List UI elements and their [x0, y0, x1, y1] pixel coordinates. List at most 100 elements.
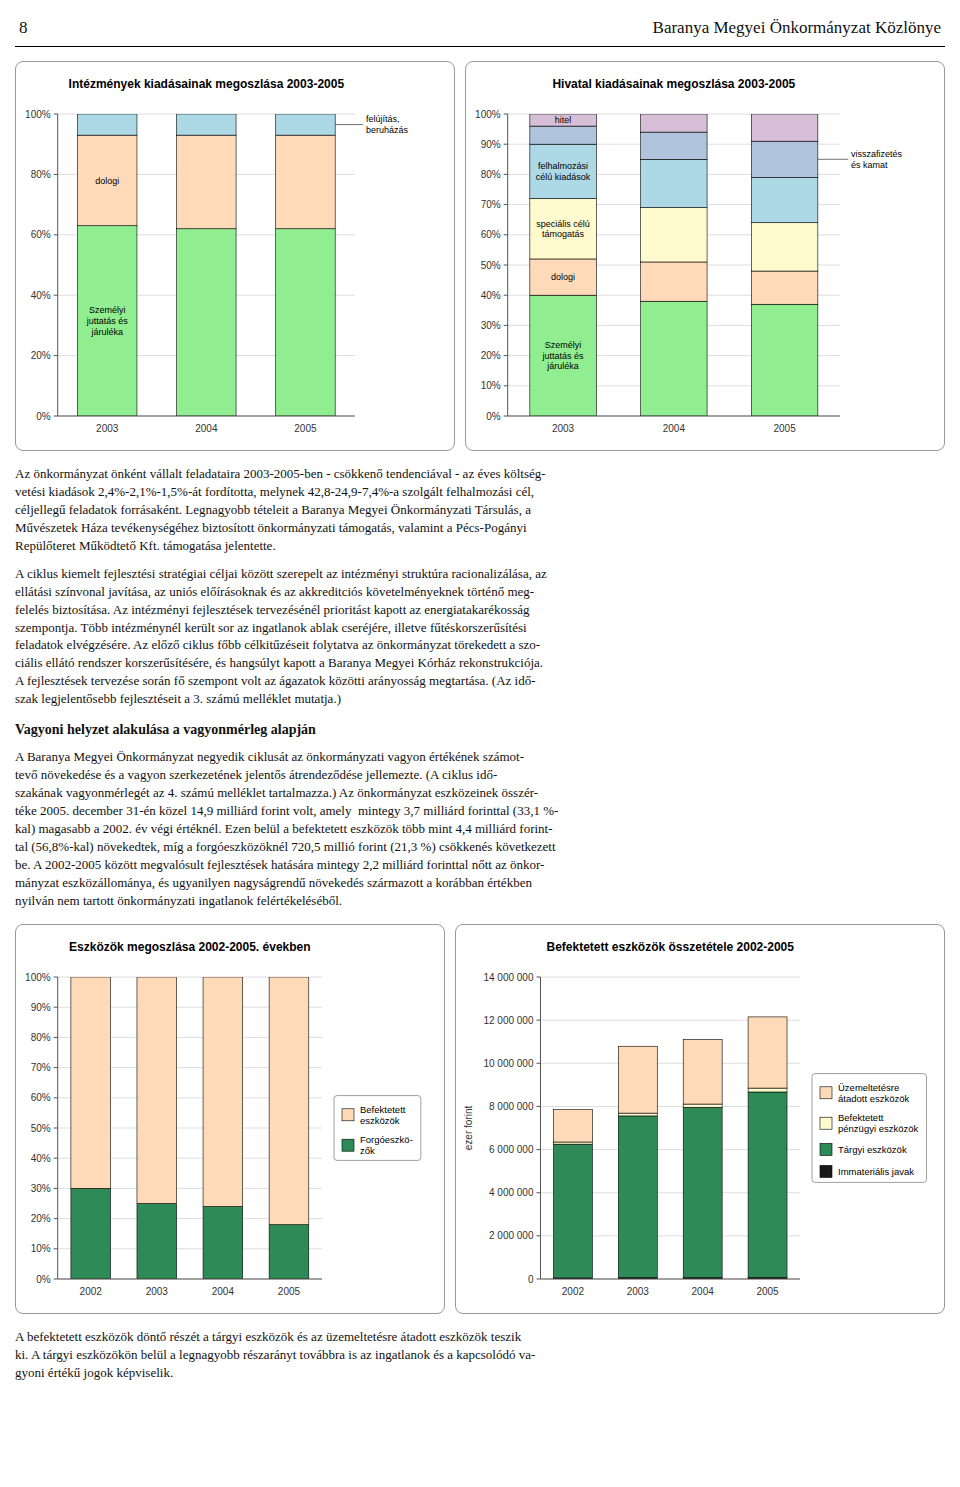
legend-label: Befektetetteszközök — [360, 1103, 406, 1125]
chart-title: Hivatal kiadásainak megoszlása 2003-2005 — [552, 77, 795, 91]
tick-mark — [54, 1248, 58, 1249]
tick-label: 40% — [481, 290, 501, 301]
legend-swatch — [342, 1139, 354, 1151]
section-title: Vagyoni helyzet alakulása a vagyonmérleg… — [15, 722, 945, 738]
paragraph: Az önkormányzat önként vállalt feladatai… — [15, 465, 945, 555]
tick-label: 80% — [31, 1032, 51, 1043]
bar — [177, 114, 236, 135]
tick-label: 40% — [31, 290, 51, 301]
legend-swatch — [820, 1165, 832, 1177]
bar — [553, 1144, 592, 1278]
y-axis — [540, 977, 541, 1279]
tick-label: 14 000 000 — [483, 971, 533, 982]
axis-label: ezer forint — [463, 1105, 474, 1150]
bar — [78, 226, 137, 416]
x-axis — [508, 416, 840, 417]
tick-mark — [54, 976, 58, 977]
category-label: 2003 — [552, 423, 575, 434]
chart-title: Intézmények kiadásainak megoszlása 2003-… — [69, 77, 345, 91]
bar — [618, 1046, 657, 1113]
category-label: 2003 — [96, 423, 119, 434]
tick-label: 50% — [481, 260, 501, 271]
grid-line — [58, 416, 355, 417]
chart-row: Intézmények kiadásainak megoszlása 2003-… — [15, 61, 945, 451]
bar — [530, 259, 596, 295]
series-label: dologi — [95, 176, 119, 186]
legend-label: Befektetettpénzügyi eszközök — [838, 1112, 919, 1134]
bar — [71, 977, 111, 1188]
grid-line — [58, 1278, 322, 1279]
chart-title: Eszközök megoszlása 2002-2005. években — [69, 940, 310, 954]
tick-mark — [54, 1097, 58, 1098]
legend-label: Immateriális javak — [838, 1165, 914, 1176]
category-label: 2002 — [80, 1286, 103, 1297]
tick-mark — [536, 1106, 540, 1107]
tick-label: 30% — [481, 320, 501, 331]
bar — [618, 1113, 657, 1116]
bar — [683, 1039, 722, 1104]
header-title: Baranya Megyei Önkormányzat Közlönye — [653, 18, 941, 38]
bar — [269, 977, 309, 1225]
bar — [177, 229, 236, 416]
tick-label: 10% — [31, 1243, 51, 1254]
y-axis — [507, 114, 508, 416]
series-label: dologi — [551, 272, 575, 282]
tick-label: 100% — [25, 109, 51, 120]
legend-box — [812, 1073, 927, 1182]
tick-label: 20% — [31, 350, 51, 361]
tick-mark — [54, 1188, 58, 1189]
tick-mark — [54, 1127, 58, 1128]
tick-label: 0% — [36, 411, 51, 422]
tick-mark — [54, 114, 58, 115]
bar — [618, 1116, 657, 1278]
tick-mark — [504, 234, 508, 235]
tick-mark — [504, 204, 508, 205]
bars — [553, 1017, 787, 1279]
bar — [177, 135, 236, 229]
tick-label: 100% — [475, 109, 501, 120]
x-axis — [58, 1278, 322, 1279]
page: 8Baranya Megyei Önkormányzat KözlönyeInt… — [0, 0, 960, 1403]
bar — [748, 1088, 787, 1092]
bar — [641, 159, 707, 207]
series-label: speciális célútámogatás — [536, 219, 590, 240]
tick-mark — [536, 1192, 540, 1193]
tick-mark — [54, 295, 58, 296]
series-label: Személyijuttatás ésjáruléka — [86, 305, 129, 336]
bar — [530, 126, 596, 144]
grid-line — [540, 976, 800, 977]
tick-label: 30% — [31, 1183, 51, 1194]
tick-mark — [536, 1149, 540, 1150]
bar — [530, 199, 596, 259]
grid-line — [508, 416, 840, 417]
tick-mark — [536, 976, 540, 977]
legend-label: Üzemeltetésreátadott eszközök — [838, 1081, 910, 1103]
bar — [137, 977, 177, 1204]
tick-label: 70% — [481, 199, 501, 210]
tick-label: 0 — [528, 1273, 534, 1284]
chart: Intézmények kiadásainak megoszlása 2003-… — [20, 66, 450, 446]
legend: Üzemeltetésreátadott eszközök Befektetett… — [812, 1073, 927, 1182]
legend-swatch — [342, 1108, 354, 1120]
leader-line — [335, 124, 363, 125]
bar — [641, 262, 707, 301]
tick-label: 10% — [481, 380, 501, 391]
tick-mark — [504, 174, 508, 175]
bars — [530, 114, 818, 416]
bar — [71, 1188, 111, 1279]
legend-swatch — [820, 1143, 832, 1155]
tick-mark — [54, 1278, 58, 1279]
legend-label: Tárgyi eszközök — [838, 1143, 907, 1154]
tick-mark — [54, 1006, 58, 1007]
tick-label: 6 000 000 — [489, 1144, 534, 1155]
chart-card: Eszközök megoszlása 2002-2005. években0%… — [15, 924, 445, 1314]
category-label: 2004 — [692, 1286, 715, 1297]
leader-line — [818, 159, 848, 160]
series-label: hitel — [555, 115, 572, 125]
tick-mark — [536, 1278, 540, 1279]
chart: Eszközök megoszlása 2002-2005. években0%… — [20, 929, 440, 1309]
chart-card: Hivatal kiadásainak megoszlása 2003-2005… — [465, 61, 945, 451]
tick-mark — [54, 416, 58, 417]
bar — [751, 304, 817, 416]
category-label: 2005 — [294, 423, 317, 434]
